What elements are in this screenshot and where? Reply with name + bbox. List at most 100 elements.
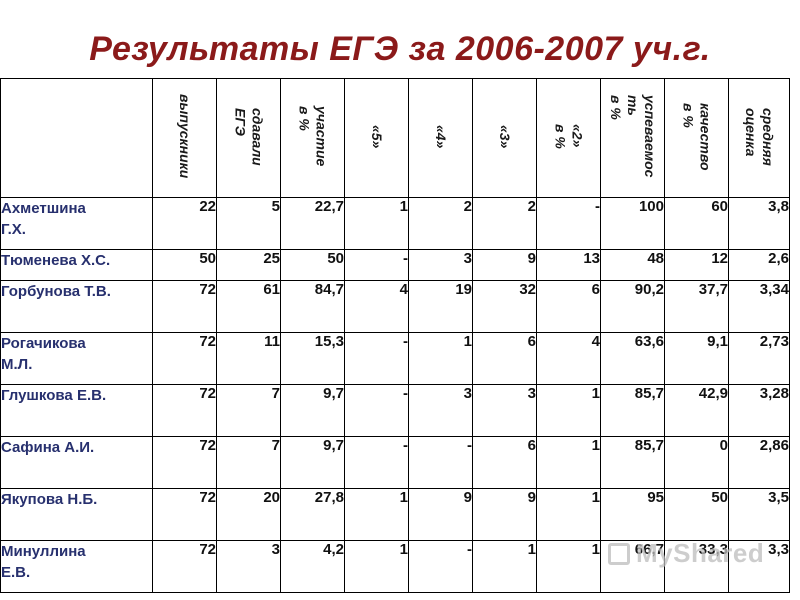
table-cell: 6 xyxy=(472,436,537,489)
header-cell: «4» xyxy=(408,78,473,198)
table-cell: 3,5 xyxy=(728,488,790,541)
table-cell: - xyxy=(408,540,473,593)
teacher-name-cell: Тюменева Х.С. xyxy=(0,249,153,281)
table-cell: 12 xyxy=(664,249,729,281)
results-table: выпускники сдавали ЕГЭ участие в % «5» «… xyxy=(0,78,790,593)
table-cell: 50 xyxy=(664,488,729,541)
table-cell: 13 xyxy=(536,249,601,281)
table-cell: 72 xyxy=(152,436,217,489)
table-cell: 1 xyxy=(344,488,409,541)
table-cell: 85,7 xyxy=(600,384,665,437)
table-cell: 1 xyxy=(408,332,473,385)
teacher-name-cell: Минуллина Е.В. xyxy=(0,540,153,593)
teacher-name-cell: Якупова Н.Б. xyxy=(0,488,153,541)
table-cell: 27,8 xyxy=(280,488,345,541)
table-cell: 1 xyxy=(536,436,601,489)
table-cell: 50 xyxy=(280,249,345,281)
page-title: Результаты ЕГЭ за 2006-2007 уч.г. xyxy=(89,30,711,68)
table-cell: 6 xyxy=(536,280,601,333)
table-cell: 9 xyxy=(408,488,473,541)
table-cell: 37,7 xyxy=(664,280,729,333)
table-cell: 0 xyxy=(664,436,729,489)
table-cell: 1 xyxy=(536,384,601,437)
table-cell: - xyxy=(344,249,409,281)
header-cell: «5» xyxy=(344,78,409,198)
table-cell: 9 xyxy=(472,488,537,541)
table-cell: 4,2 xyxy=(280,540,345,593)
table-cell: 9,1 xyxy=(664,332,729,385)
table-row: Якупова Н.Б. 72 20 27,8 1 9 9 1 95 50 3,5 xyxy=(0,488,790,541)
table-cell: 3,3 xyxy=(728,540,790,593)
header-cell: участие в % xyxy=(280,78,345,198)
table-body: Ахметшина Г.Х. 22 5 22,7 1 2 2-100 60 3,8 Тюменев… xyxy=(0,197,790,593)
table-cell: 25 xyxy=(216,249,281,281)
table-cell: 9 xyxy=(472,249,537,281)
teacher-name-cell: Горбунова Т.В. xyxy=(0,280,153,333)
table-cell: 6 xyxy=(472,332,537,385)
table-cell: 95 xyxy=(600,488,665,541)
table-cell: 60 xyxy=(664,197,729,250)
header-cell: средняя оценка xyxy=(728,78,790,198)
table-cell: - xyxy=(344,384,409,437)
watermark-logo-icon xyxy=(608,543,630,565)
table-cell: 84,7 xyxy=(280,280,345,333)
table-cell: 11 xyxy=(216,332,281,385)
table-row: Ахметшина Г.Х. 22 5 22,7 1 2 2-100 60 3,8 xyxy=(0,197,790,250)
table-row: Тюменева Х.С. 50 25 50-3 9 13 48 12 2,6 xyxy=(0,249,790,281)
table-cell: 3 xyxy=(216,540,281,593)
teacher-name-cell: Глушкова Е.В. xyxy=(0,384,153,437)
header-cell: «3» xyxy=(472,78,537,198)
header-cell: выпускники xyxy=(152,78,217,198)
table-cell: 2,6 xyxy=(728,249,790,281)
table-cell: 48 xyxy=(600,249,665,281)
header-cell: «2» в % xyxy=(536,78,601,198)
table-row: Рогачикова М.Л. 72 11 15,3-1 6 4 63,6 9,1 2,73 xyxy=(0,332,790,385)
table-cell: 2 xyxy=(408,197,473,250)
table-cell: 4 xyxy=(344,280,409,333)
table-cell: 72 xyxy=(152,540,217,593)
table-cell: 32 xyxy=(472,280,537,333)
teacher-name-cell: Сафина А.И. xyxy=(0,436,153,489)
table-cell: 3 xyxy=(408,249,473,281)
table-cell: 2,73 xyxy=(728,332,790,385)
table-cell: 22,7 xyxy=(280,197,345,250)
header-cell: качество в % xyxy=(664,78,729,198)
table-cell: 72 xyxy=(152,384,217,437)
teacher-name-cell: Ахметшина Г.Х. xyxy=(0,197,153,250)
table-cell: 2 xyxy=(472,197,537,250)
table-cell: 20 xyxy=(216,488,281,541)
table-cell: 72 xyxy=(152,488,217,541)
table-cell: 90,2 xyxy=(600,280,665,333)
table-cell: 22 xyxy=(152,197,217,250)
table-cell: 85,7 xyxy=(600,436,665,489)
header-cell: успеваемос ть в % xyxy=(600,78,665,198)
table-cell: 1 xyxy=(536,488,601,541)
table-cell: - xyxy=(344,332,409,385)
table-cell: 19 xyxy=(408,280,473,333)
table-cell: 3,34 xyxy=(728,280,790,333)
table-cell: 1 xyxy=(344,197,409,250)
table-cell: 9,7 xyxy=(280,384,345,437)
table-cell: 5 xyxy=(216,197,281,250)
table-cell: 1 xyxy=(344,540,409,593)
table-row: Минуллина Е.В. 72 3 4,2 1-1 1 66,7 33,3 3,3 xyxy=(0,540,790,593)
table-cell: 72 xyxy=(152,280,217,333)
table-cell: 63,6 xyxy=(600,332,665,385)
teacher-name-cell: Рогачикова М.Л. xyxy=(0,332,153,385)
table-cell: 1 xyxy=(536,540,601,593)
header-cell: сдавали ЕГЭ xyxy=(216,78,281,198)
table-cell: 50 xyxy=(152,249,217,281)
table-cell: 4 xyxy=(536,332,601,385)
table-cell: 42,9 xyxy=(664,384,729,437)
table-row: Глушкова Е.В. 72 7 9,7-3 3 1 85,7 42,9 3,28 xyxy=(0,384,790,437)
table-cell: 3,8 xyxy=(728,197,790,250)
table-cell: 7 xyxy=(216,384,281,437)
table-row: Горбунова Т.В. 72 61 84,7 4 19 32 6 90,2 37,7 3,34 xyxy=(0,280,790,333)
table-cell: 72 xyxy=(152,332,217,385)
table-cell: 100 xyxy=(600,197,665,250)
table-cell: 3,28 xyxy=(728,384,790,437)
table-cell: 1 xyxy=(472,540,537,593)
table-cell: 15,3 xyxy=(280,332,345,385)
table-cell: 2,86 xyxy=(728,436,790,489)
table-row: Сафина А.И. 72 7 9,7- -6 1 85,7 0 2,86 xyxy=(0,436,790,489)
